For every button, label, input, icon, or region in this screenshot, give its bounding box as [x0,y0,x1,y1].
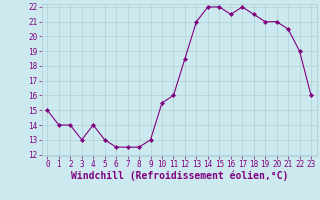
X-axis label: Windchill (Refroidissement éolien,°C): Windchill (Refroidissement éolien,°C) [70,171,288,181]
